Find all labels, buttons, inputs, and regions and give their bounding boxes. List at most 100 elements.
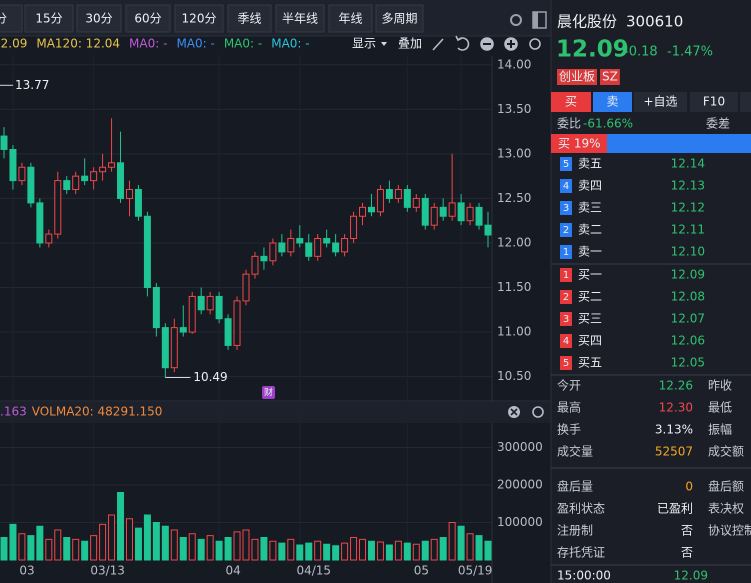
volume-bar xyxy=(108,514,116,561)
volume-bar xyxy=(278,542,286,561)
toolbar-icons[interactable] xyxy=(510,11,547,29)
change: -0.18 xyxy=(624,45,658,60)
event-marker[interactable]: 财 xyxy=(264,387,273,399)
volume-bar xyxy=(27,535,35,561)
tab[interactable] xyxy=(0,4,23,33)
level-badge xyxy=(560,312,572,326)
x-tick-label: 04/15 xyxy=(296,564,331,578)
event-marker-box[interactable] xyxy=(262,386,275,399)
volume-bar xyxy=(99,523,107,561)
tab-label[interactable]: 120分 xyxy=(182,12,217,26)
tag xyxy=(600,69,620,85)
candle-body xyxy=(466,206,474,222)
volume-bar xyxy=(170,529,178,561)
tab[interactable] xyxy=(174,4,224,33)
level-number: 3 xyxy=(563,203,569,214)
stat-label: 注册制 xyxy=(557,523,593,538)
trade-button[interactable] xyxy=(593,92,632,112)
candle-body xyxy=(206,295,214,311)
price: 12.09 xyxy=(556,37,629,63)
display-menu[interactable]: 显示 xyxy=(352,37,376,51)
y-tick-label: 12.00 xyxy=(497,235,531,249)
tab-label[interactable]: 15分 xyxy=(35,12,62,26)
level-badge xyxy=(560,245,572,259)
trade-button[interactable] xyxy=(634,92,687,112)
volume-bar xyxy=(332,545,340,561)
annotation: 10.49 xyxy=(193,370,227,384)
volume-bar xyxy=(81,540,89,561)
level-badge xyxy=(560,290,572,304)
tab-label[interactable]: 60分 xyxy=(134,12,161,26)
candle-body xyxy=(224,318,232,346)
candle-body xyxy=(0,135,8,150)
tab-label[interactable]: 季线 xyxy=(237,12,261,26)
level-price: 12.13 xyxy=(671,179,705,193)
candle-body xyxy=(90,171,98,182)
stat-value: 否 xyxy=(681,524,693,538)
sell-bar xyxy=(607,134,751,153)
trade-button-label[interactable]: 买 xyxy=(565,95,577,109)
tab[interactable] xyxy=(375,4,424,33)
overlay-button[interactable]: 叠加 xyxy=(398,37,422,51)
trade-button[interactable] xyxy=(690,92,738,112)
level-label: 卖四 xyxy=(578,179,602,193)
volume-icons[interactable] xyxy=(508,406,544,418)
stat-label: 盈利状态 xyxy=(557,502,605,516)
level-number: 2 xyxy=(563,292,569,303)
candle-body xyxy=(233,300,241,346)
volume-bar xyxy=(125,518,133,561)
volume-bar xyxy=(466,533,474,561)
trade-button-label[interactable]: +自选 xyxy=(643,95,677,109)
tab[interactable] xyxy=(125,4,171,33)
volume-bar xyxy=(448,522,456,561)
volume-bar xyxy=(90,535,98,561)
candle-body xyxy=(448,202,456,217)
ma-legend: MA0: - xyxy=(271,37,309,51)
tab-label[interactable]: 多周期 xyxy=(381,12,417,26)
tab-label[interactable]: 30分 xyxy=(85,12,112,26)
level-price: 12.10 xyxy=(671,245,705,259)
candle-body xyxy=(63,180,71,191)
candle-body xyxy=(152,287,160,329)
stat-label: 协议控制 xyxy=(708,523,751,538)
level-label: 买二 xyxy=(578,290,602,304)
level-badge xyxy=(560,223,572,237)
volume-bar xyxy=(323,543,331,561)
level-number: 1 xyxy=(563,270,569,281)
tab[interactable] xyxy=(328,4,373,33)
volume-bar xyxy=(188,533,196,561)
volume-bar xyxy=(475,535,483,561)
candle-body xyxy=(314,238,322,257)
candle-body xyxy=(376,189,384,213)
tab[interactable] xyxy=(275,4,325,33)
trade-button-label[interactable]: F10 xyxy=(703,95,725,109)
candle-body xyxy=(161,327,169,369)
volume-bar xyxy=(0,537,8,561)
level-label: 卖一 xyxy=(578,245,602,259)
level-price: 12.05 xyxy=(671,356,705,370)
ma-legend: MA0: - xyxy=(129,37,167,51)
candle-body xyxy=(18,166,26,182)
candle-body xyxy=(421,197,429,226)
chart-bg xyxy=(0,0,551,583)
volume-bar xyxy=(36,525,44,561)
tab-label[interactable]: 年线 xyxy=(338,12,362,26)
level-label: 买四 xyxy=(578,334,602,348)
tab[interactable] xyxy=(76,4,122,33)
tab[interactable] xyxy=(24,4,74,33)
candle-body xyxy=(36,202,44,244)
stat-value: 0 xyxy=(685,480,693,494)
y-tick-label: 14.00 xyxy=(497,57,531,71)
alert-button[interactable] xyxy=(740,92,751,112)
level-badge xyxy=(560,157,572,171)
tab[interactable] xyxy=(227,4,272,33)
volume-legend: VOLMA20: 48291.150 xyxy=(32,405,163,419)
tab-label[interactable]: 半年线 xyxy=(282,12,318,26)
candle-body xyxy=(99,166,107,173)
trade-button[interactable] xyxy=(551,92,591,112)
y-tick-label: 300000 xyxy=(497,440,543,454)
tab-label[interactable]: 分 xyxy=(0,12,7,26)
candle-body xyxy=(367,206,375,213)
trade-button-label[interactable]: 卖 xyxy=(606,95,618,109)
